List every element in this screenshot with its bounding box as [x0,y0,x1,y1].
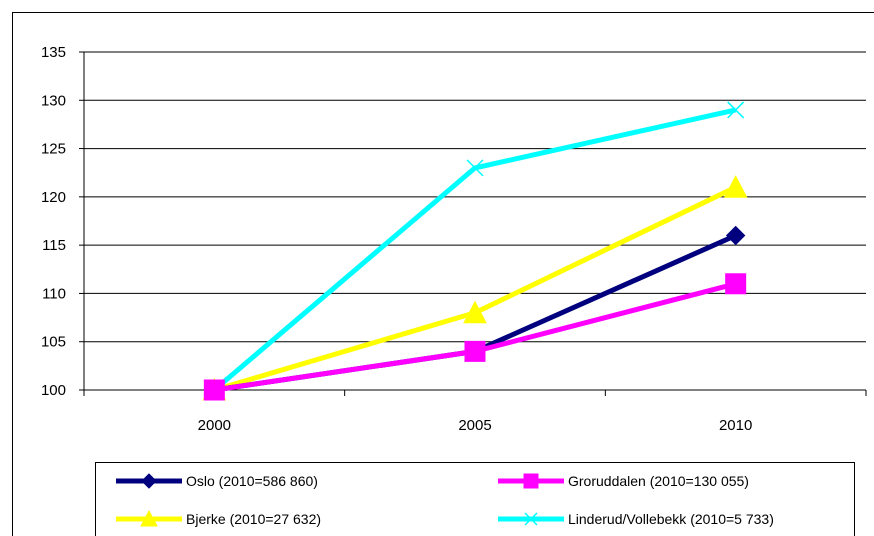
chart-frame [12,12,874,536]
legend-item-linderud-vollebekk: Linderud/Vollebekk (2010=5 733) [496,508,774,530]
series-2-point [723,175,748,198]
legend-swatch-marker [140,509,158,527]
series-3-point [727,101,745,119]
x-marker-stroke [727,101,745,119]
legend-label-oslo: Oslo (2010=586 860) [186,473,318,489]
legend-item-bjerke: Bjerke (2010=27 632) [114,508,321,530]
series-lines [202,101,748,401]
legend-swatch-marker [524,512,538,526]
legend-label-groruddalen: Groruddalen (2010=130 055) [568,473,749,489]
legend-item-groruddalen: Groruddalen (2010=130 055) [496,470,749,492]
series-1-point [725,273,747,295]
legend-swatch-groruddalen [498,473,564,489]
x-tick-label: 2000 [198,417,231,434]
y-tick-label: 135 [41,44,66,61]
legend-swatch-oslo [116,473,182,489]
series-line-1 [213,281,737,393]
series-3-point [466,159,484,177]
legend-swatch-marker [141,473,157,489]
legend-swatch-bjerke [116,509,182,527]
legend-label-bjerke: Bjerke (2010=27 632) [186,511,322,527]
y-tick-label: 125 [41,141,66,158]
series-2-point [463,300,487,324]
y-tick-label: 110 [42,285,66,302]
gridlines [84,51,866,343]
y-tick-label: 130 [41,92,66,109]
x-tick-label: 2005 [458,417,491,434]
y-tick-labels: 100 105 110 115 120 125 130 135 [41,44,66,399]
x-tick-labels: 2000 2005 2010 [198,417,753,434]
legend-item-oslo: Oslo (2010=586 860) [114,470,318,492]
x-tick-label: 2010 [719,417,752,434]
x-marker-stroke [466,159,484,177]
series-1-point [464,340,486,362]
series-1-point [203,379,225,401]
y-tick-label: 115 [42,237,66,254]
series-0-point [725,225,746,246]
y-tick-label: 120 [41,189,66,206]
legend-label-linderud-vollebekk: Linderud/Vollebekk (2010=5 733) [568,511,774,527]
x-marker-stroke [524,512,538,526]
legend-swatch-marker [523,473,539,489]
y-tick-label: 100 [41,382,66,399]
legend-swatch-linderud-vollebekk [498,512,564,526]
legend: Oslo (2010=586 860) Groruddalen (2010=13… [95,462,855,536]
y-tick-label: 105 [41,334,66,351]
